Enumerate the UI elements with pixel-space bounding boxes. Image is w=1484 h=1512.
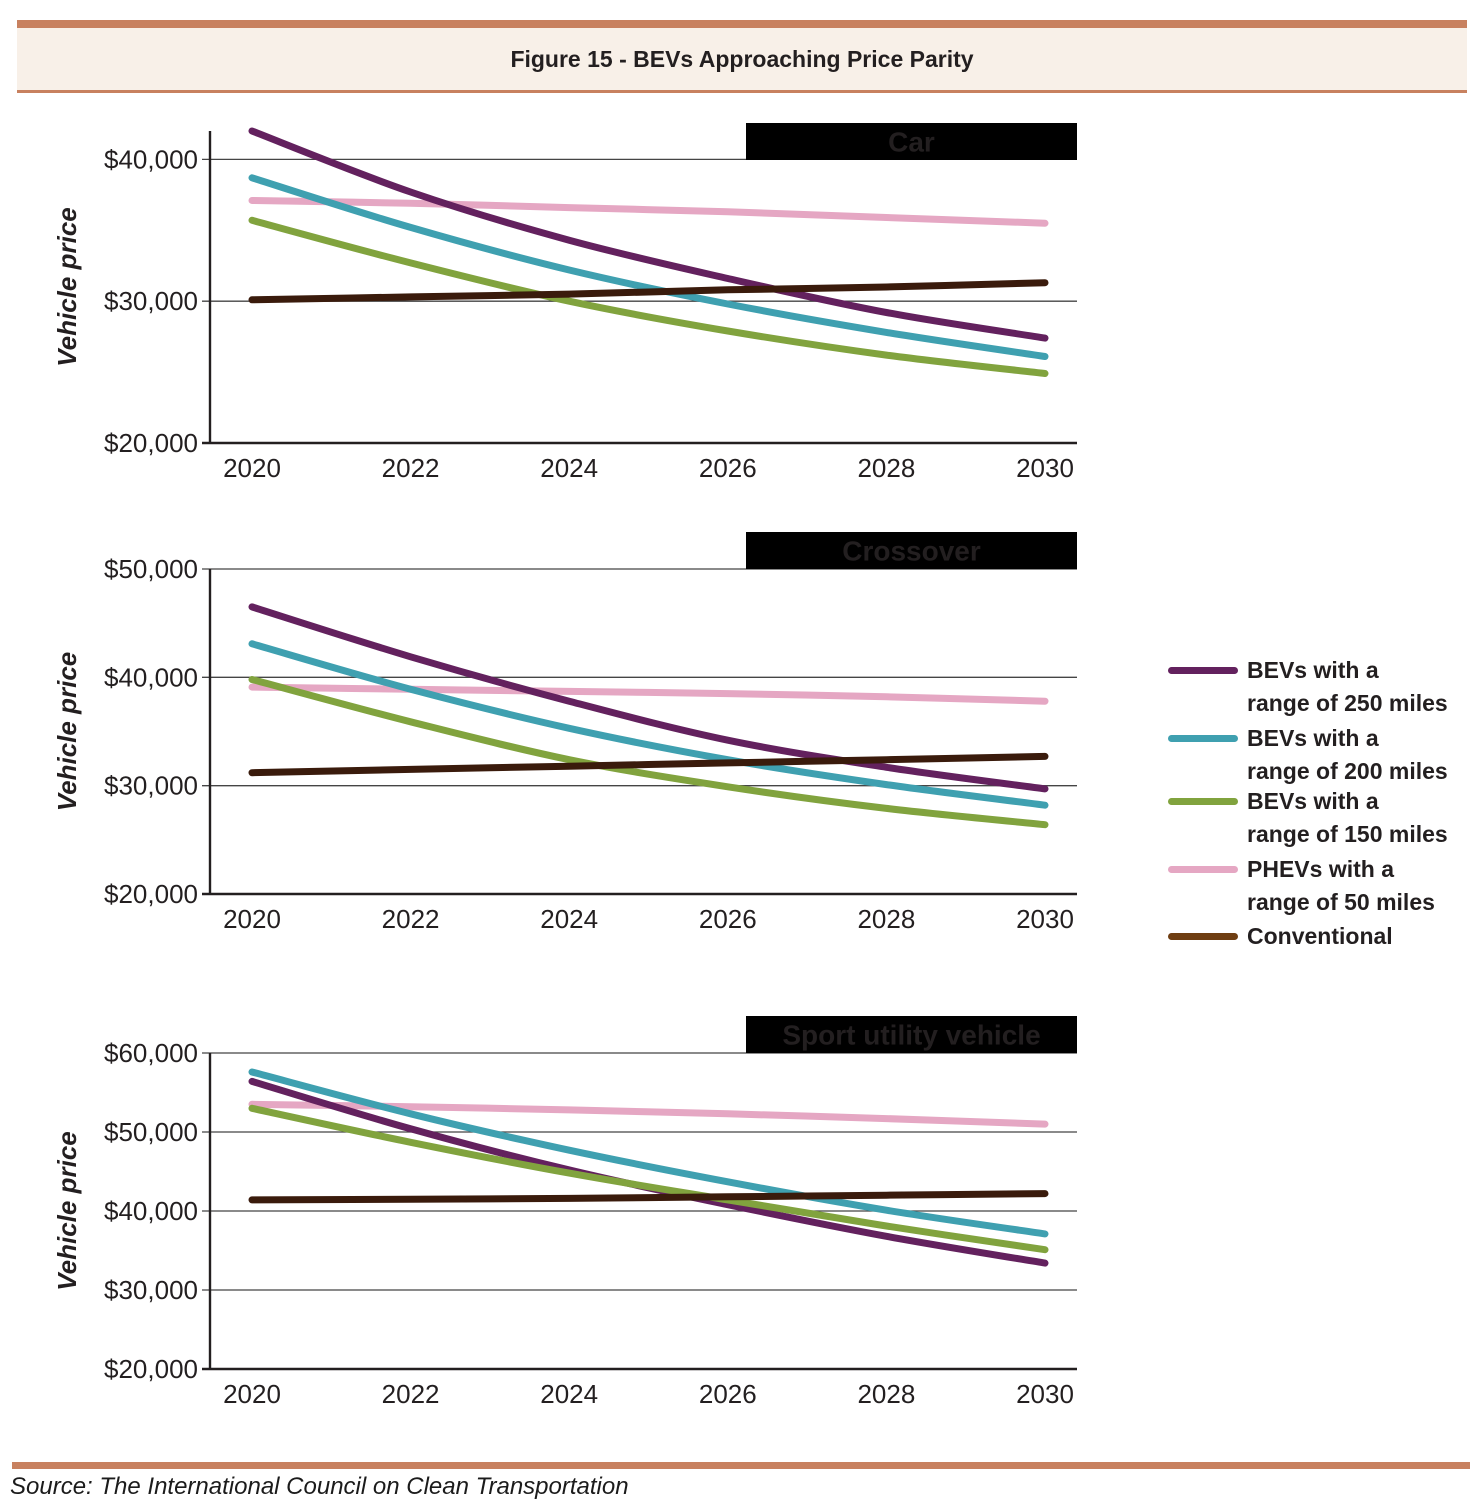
chart-car: $20,000 $30,000 $40,000 2020 2022 2024 2026 202… — [52, 123, 1077, 483]
y-tick-label: $50,000 — [104, 554, 198, 584]
x-tick-label: 2024 — [540, 904, 598, 934]
x-tick-label: 2028 — [857, 453, 915, 483]
x-tick-label: 2030 — [1016, 1379, 1074, 1409]
x-tick-label: 2022 — [382, 453, 440, 483]
category-box — [746, 123, 1077, 160]
series-line-phevs-with-a-range-of-50-miles — [248, 197, 1049, 227]
header-bottom-rule — [17, 90, 1467, 93]
y-tick-label: $30,000 — [104, 286, 198, 316]
x-tick-label: 2022 — [382, 904, 440, 934]
legend-label: BEVs with a range of 200 miles — [1247, 725, 1448, 784]
figure-title: Figure 15 - BEVs Approaching Price Parit… — [510, 45, 974, 72]
y-axis-title: Vehicle price — [52, 1131, 82, 1290]
series-line-bevs-with-a-range-of-150-miles — [248, 216, 1049, 377]
series-line-conventional — [248, 1190, 1049, 1204]
legend-label: BEVs with a range of 250 miles — [1247, 657, 1448, 716]
y-tick-label: $20,000 — [104, 1354, 198, 1384]
legend-label: BEVs with a range of 150 miles — [1247, 788, 1448, 847]
legend-item-conventional: Conventional — [1168, 920, 1393, 953]
category-box — [746, 1016, 1077, 1053]
x-tick-label: 2022 — [382, 1379, 440, 1409]
category-box-label: Sport utility vehicle — [782, 1020, 1040, 1051]
header-top-bar — [17, 20, 1467, 28]
bev-200-line-swatch — [1168, 735, 1238, 742]
x-tick-label: 2024 — [540, 1379, 598, 1409]
series-line-conventional — [248, 752, 1049, 777]
y-tick-label: $30,000 — [104, 771, 198, 801]
chart-sport-utility-vehicle: $20,000 $30,000 $40,000 $50,000 $60,000 2020 2… — [52, 1016, 1077, 1409]
x-tick-label: 2020 — [223, 453, 281, 483]
series-line-bevs-with-a-range-of-150-miles — [248, 676, 1049, 829]
x-tick-label: 2026 — [699, 904, 757, 934]
x-tick-label: 2028 — [857, 904, 915, 934]
bev-250-line-swatch — [1168, 667, 1238, 674]
legend-label: PHEVs with a range of 50 miles — [1247, 856, 1435, 915]
x-tick-label: 2020 — [223, 904, 281, 934]
source-note: Source: The International Council on Cle… — [10, 1473, 629, 1500]
series-line-bevs-with-a-range-of-200-miles — [248, 174, 1049, 360]
category-box-label: Car — [888, 127, 935, 158]
chart-crossover: $20,000 $30,000 $40,000 $50,000 2020 2022 2024… — [52, 532, 1077, 934]
header-panel: Figure 15 - BEVs Approaching Price Parit… — [17, 28, 1467, 90]
category-box-label: Crossover — [842, 536, 981, 567]
x-tick-label: 2030 — [1016, 904, 1074, 934]
y-tick-label: $20,000 — [104, 428, 198, 458]
series-line-bevs-with-a-range-of-250-miles — [248, 127, 1049, 342]
series-line-bevs-with-a-range-of-250-miles — [248, 603, 1049, 793]
y-tick-label: $40,000 — [104, 144, 198, 174]
series-line-phevs-with-a-range-of-50-miles — [248, 683, 1049, 705]
phev-50-line-swatch — [1168, 866, 1238, 873]
x-tick-label: 2026 — [699, 1379, 757, 1409]
y-axis-title: Vehicle price — [52, 652, 82, 811]
legend-item-phev-50: PHEVs with a range of 50 miles — [1168, 853, 1435, 919]
legend: BEVs with a range of 250 miles BEVs with … — [1168, 652, 1484, 972]
legend-item-bev-150: BEVs with a range of 150 miles — [1168, 785, 1448, 851]
x-tick-label: 2028 — [857, 1379, 915, 1409]
legend-item-bev-200: BEVs with a range of 200 miles — [1168, 722, 1448, 788]
series-line-bevs-with-a-range-of-150-miles — [248, 1104, 1049, 1254]
x-tick-label: 2030 — [1016, 453, 1074, 483]
x-tick-label: 2024 — [540, 453, 598, 483]
series-line-bevs-with-a-range-of-200-miles — [248, 640, 1049, 809]
legend-item-bev-250: BEVs with a range of 250 miles — [1168, 654, 1448, 720]
y-tick-label: $60,000 — [104, 1038, 198, 1068]
legend-label: Conventional — [1247, 923, 1393, 949]
x-tick-label: 2026 — [699, 453, 757, 483]
series-line-conventional — [248, 279, 1049, 304]
y-tick-label: $50,000 — [104, 1117, 198, 1147]
y-tick-label: $30,000 — [104, 1275, 198, 1305]
y-tick-label: $40,000 — [104, 662, 198, 692]
y-axis-title: Vehicle price — [52, 207, 82, 366]
category-box — [746, 532, 1077, 569]
x-tick-label: 2020 — [223, 1379, 281, 1409]
series-line-bevs-with-a-range-of-200-miles — [248, 1068, 1049, 1238]
footer-bar — [12, 1462, 1470, 1469]
conventional-line-swatch — [1168, 933, 1238, 940]
y-tick-label: $20,000 — [104, 879, 198, 909]
bev-150-line-swatch — [1168, 798, 1238, 805]
y-tick-label: $40,000 — [104, 1196, 198, 1226]
